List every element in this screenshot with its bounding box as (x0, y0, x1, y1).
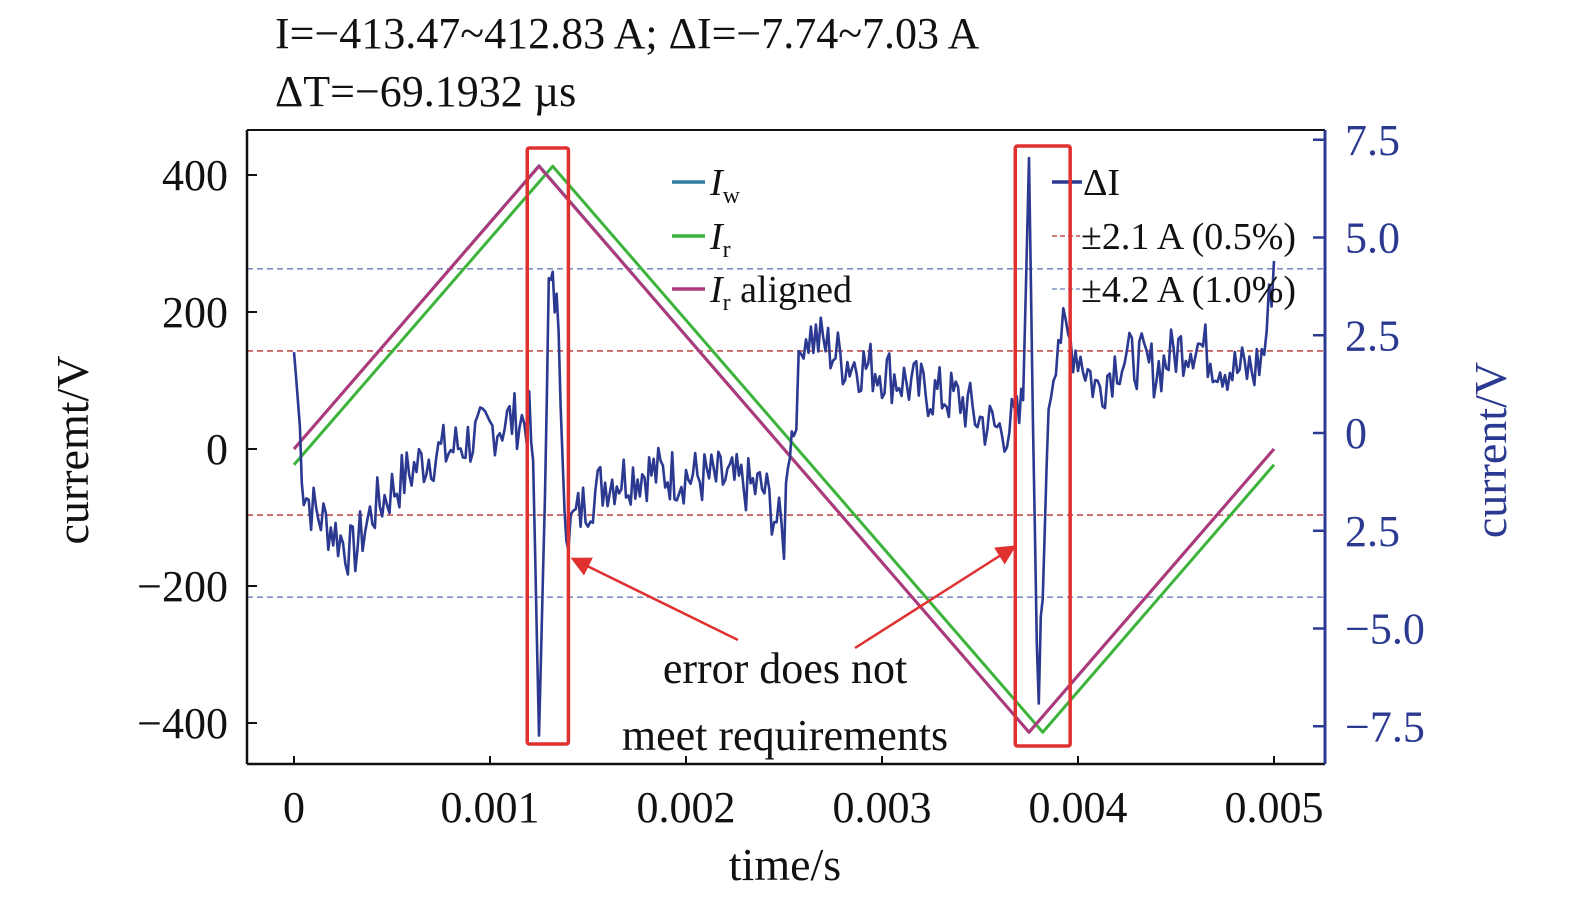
y-left-tick-label: −400 (137, 699, 228, 748)
y-right-tick-label: 2.5 (1345, 507, 1400, 556)
x-tick-label: 0.004 (1029, 783, 1128, 832)
y-right-tick-label: 2.5 (1345, 311, 1400, 360)
annotation-text-line-1: error does not (663, 644, 907, 693)
chart-title-line-2: ΔT=−69.1932 µs (275, 67, 576, 116)
annotation-arrow (854, 545, 1017, 650)
y-right-tick-label: −7.5 (1345, 702, 1425, 751)
y-right-axis-label: current/V (1465, 362, 1516, 538)
x-tick-label: 0.005 (1225, 783, 1324, 832)
x-tick-label: 0.002 (637, 783, 736, 832)
annotation-arrow (570, 557, 739, 642)
legend-label: ΔI (1083, 162, 1120, 204)
error-highlight-box (525, 146, 571, 746)
x-tick-label: 0.003 (833, 783, 932, 832)
annotation-text-line-2: meet requirements (622, 711, 948, 760)
error-highlight-box (1013, 144, 1072, 748)
series-line-iraligned (292, 164, 1276, 734)
legend-label: Ir (709, 216, 731, 263)
legend-label: Ir aligned (709, 269, 852, 316)
y-right-tick-label: 0 (1345, 409, 1367, 458)
y-right-tick-label: 7.5 (1345, 116, 1400, 165)
legend-label: Iw (709, 162, 741, 209)
x-axis-label: time/s (729, 839, 841, 890)
x-tick-label: 0.001 (441, 783, 540, 832)
y-left-tick-label: 0 (206, 425, 228, 474)
y-left-tick-label: 400 (162, 151, 228, 200)
y-left-tick-label: −200 (137, 562, 228, 611)
series-line-ir (292, 164, 1276, 734)
y-left-axis-label: curremt/V (47, 355, 98, 544)
chart-title-line-1: I=−413.47~412.83 A; ΔI=−7.74~7.03 A (275, 9, 980, 58)
legend-label: ±4.2 A (1.0%) (1081, 269, 1296, 311)
y-right-tick-label: −5.0 (1345, 605, 1425, 654)
series-line-i (292, 156, 1276, 737)
y-right-tick-label: 5.0 (1345, 214, 1400, 263)
legend-label: ±2.1 A (0.5%) (1081, 216, 1296, 258)
x-tick-label: 0 (283, 783, 305, 832)
y-left-tick-label: 200 (162, 288, 228, 337)
